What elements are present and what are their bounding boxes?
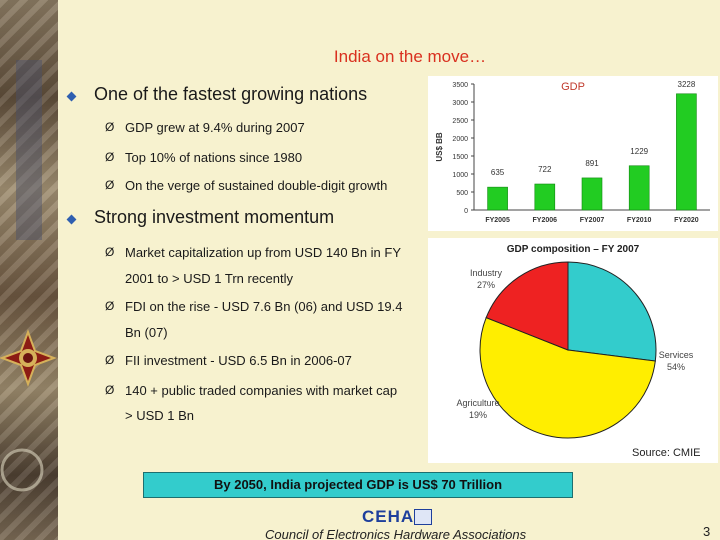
pie-slice-industry (567, 261, 657, 362)
x-tick-label: FY2005 (485, 217, 510, 224)
sub-bullet-fdi: FDI on the rise - USD 7.6 Bn (06) and US… (125, 299, 403, 314)
pie-value-services: 54% (667, 362, 685, 372)
y-tick-label: 3000 (452, 100, 468, 107)
bar-fy2020 (676, 93, 697, 211)
gdp-bar-chart: GDP US$ BB 0 500 1000 1500 2000 2500 3000 3500 635… (435, 80, 710, 224)
arrow-bullet-icon: Ø (105, 150, 115, 164)
arrow-bullet-icon: Ø (105, 299, 115, 313)
pie-value-agriculture: 19% (469, 410, 487, 420)
pie-label-agriculture: Agriculture (456, 398, 499, 408)
y-tick-label: 1000 (452, 172, 468, 179)
sub-bullet-top-nations: Top 10% of nations since 1980 (125, 150, 303, 165)
bar-value-label: 1229 (630, 147, 648, 156)
ceha-logo: CEHA (362, 507, 415, 526)
bar-value-label: 722 (538, 165, 552, 174)
sub-bullet-gdp-growth: GDP grew at 9.4% during 2007 (125, 120, 305, 135)
sub-bullet-public-companies: 140 + public traded companies with marke… (125, 383, 398, 398)
arrow-bullet-icon: Ø (105, 245, 115, 259)
x-tick-label: FY2020 (674, 217, 699, 224)
x-tick-label: FY2007 (580, 217, 605, 224)
pie-slice-services (479, 316, 656, 439)
pie-value-industry: 27% (477, 280, 495, 290)
arrow-bullet-icon: Ø (105, 120, 115, 134)
bar-fy2010 (628, 165, 650, 211)
page-number: 3 (703, 524, 711, 539)
sub-bullet-double-digit: On the verge of sustained double-digit g… (125, 178, 388, 193)
sub-bullet-market-cap-cont: 2001 to > USD 1 Trn recently (125, 271, 294, 286)
x-tick-label: FY2006 (533, 217, 558, 224)
gdp-chart-panel: GDP US$ BB 0 500 1000 1500 2000 2500 3000 3500 635… (428, 76, 718, 231)
x-tick-label: FY2010 (627, 217, 652, 224)
bullet-diamond-icon (66, 91, 77, 102)
bar-fy2005 (487, 186, 508, 211)
arrow-bullet-icon: Ø (105, 383, 115, 397)
arrow-bullet-icon: Ø (105, 178, 115, 192)
y-tick-label: 500 (456, 190, 468, 197)
sub-bullet-fii: FII investment - USD 6.5 Bn in 2006-07 (125, 353, 352, 368)
bar-value-label: 3228 (678, 80, 696, 89)
y-tick-label: 0 (464, 208, 468, 215)
arrow-bullet-icon: Ø (105, 353, 115, 367)
bar-fy2006 (534, 183, 556, 211)
bullet-fast-growing: One of the fastest growing nations (94, 84, 368, 104)
y-tick-label: 2000 (452, 136, 468, 143)
medal-icon (0, 60, 57, 492)
slide-title: India on the move… (333, 47, 487, 66)
gdp-composition-panel: GDP composition – FY 2007 Industry 27% Serv… (428, 238, 718, 463)
sub-bullet-market-cap: Market capitalization up from USD 140 Bn… (125, 245, 402, 260)
bar-chart-title: GDP (561, 81, 585, 93)
y-tick-label: 2500 (452, 118, 468, 125)
pie-chart-title: GDP composition – FY 2007 (507, 244, 640, 255)
y-tick-label: 3500 (452, 82, 468, 89)
bar-chart-ylabel: US$ BB (435, 132, 444, 162)
ceha-logo-mark-icon (414, 509, 432, 525)
bar-value-label: 635 (491, 168, 505, 177)
gdp-2050-banner: By 2050, India projected GDP is US$ 70 T… (143, 472, 573, 498)
bullet-diamond-icon (66, 214, 77, 225)
sub-bullet-public-companies-cont: > USD 1 Bn (125, 408, 195, 423)
y-tick-label: 1500 (452, 154, 468, 161)
gdp-composition-pie-chart: GDP composition – FY 2007 Industry 27% Serv… (456, 244, 694, 439)
pie-slice-agriculture (485, 261, 569, 351)
pie-label-services: Services (659, 350, 694, 360)
pie-label-industry: Industry (470, 268, 503, 278)
bar-fy2007 (581, 177, 603, 211)
bar-value-label: 891 (585, 159, 599, 168)
sub-bullet-fdi-cont: Bn (07) (125, 325, 168, 340)
chart-source: Source: CMIE (632, 447, 701, 459)
bullet-investment-momentum: Strong investment momentum (94, 207, 335, 227)
decorative-medal-strip (0, 0, 58, 540)
footer-organization: Council of Electronics Hardware Associat… (265, 527, 527, 540)
